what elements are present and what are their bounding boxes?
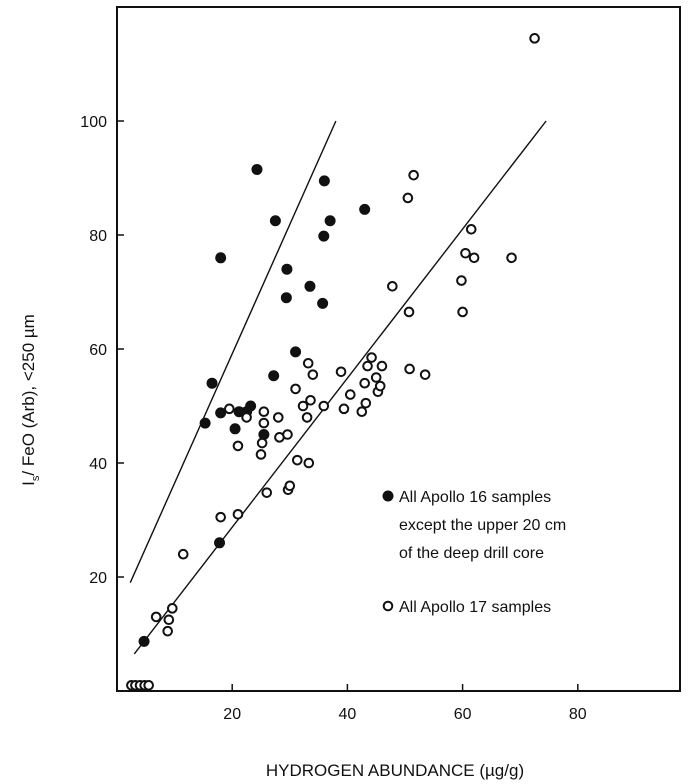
data-point-open: [374, 380, 386, 392]
plot-frame: [116, 6, 681, 692]
data-point-open: [366, 352, 377, 363]
x-tick-label: 40: [339, 706, 357, 723]
data-point-filled: [251, 163, 263, 175]
y-tick-label: 80: [89, 228, 107, 245]
y-tick-label: 40: [89, 456, 107, 473]
data-point-open: [282, 429, 293, 440]
data-point-open: [258, 417, 270, 429]
y-tick-label: 20: [89, 570, 107, 587]
data-point-open: [404, 363, 415, 375]
data-point-filled: [214, 537, 226, 549]
data-point-open: [344, 389, 356, 400]
data-point-open: [215, 511, 226, 523]
legend-marker-open: [382, 600, 394, 612]
trend-line: [133, 120, 547, 655]
data-point-filled: [258, 429, 270, 440]
data-point-open: [232, 440, 244, 452]
data-point-open: [261, 487, 273, 498]
data-point-filled: [359, 203, 371, 215]
data-point-open: [224, 403, 235, 415]
y-tick-label: 100: [80, 114, 107, 131]
data-point-filled: [317, 297, 329, 309]
legend-text-line: except the upper 20 cm: [399, 517, 566, 534]
legend-text-line: All Apollo 16 samples: [399, 489, 551, 506]
data-point-open: [256, 437, 268, 449]
legend-marker-filled: [382, 490, 394, 502]
trend-line: [129, 120, 337, 583]
y-axis-label-rest: / FeO (Arb), <250 µm: [19, 314, 38, 475]
x-axis-label: HYDROGEN ABUNDANCE (µg/g): [266, 761, 524, 780]
data-point-open: [297, 400, 309, 412]
data-point-open: [408, 169, 419, 181]
y-axis-label: Is/ FeO (Arb), <250 µm: [19, 314, 42, 486]
data-point-open: [529, 33, 540, 44]
data-point-open: [272, 412, 284, 423]
legend-text-line: of the deep drill core: [399, 545, 544, 562]
data-point-filled: [199, 417, 211, 429]
data-point-open: [468, 252, 480, 264]
data-point-open: [303, 457, 315, 469]
y-axis-label-main: I: [19, 481, 38, 486]
data-point-open: [402, 192, 414, 204]
data-point-open: [338, 403, 350, 415]
data-point-open: [150, 611, 162, 623]
x-tick-label: 20: [223, 706, 241, 723]
data-point-open: [177, 548, 189, 560]
data-point-open: [457, 306, 468, 318]
data-point-open: [506, 252, 517, 264]
data-point-filled: [245, 400, 257, 412]
data-point-filled: [215, 252, 227, 264]
x-tick-label: 80: [569, 706, 587, 723]
data-point-open: [370, 372, 382, 383]
data-point-open: [290, 383, 301, 395]
data-point-open: [356, 406, 368, 418]
data-point-filled: [269, 215, 281, 227]
data-point-open: [166, 603, 178, 614]
data-point-filled: [138, 635, 150, 647]
x-tick-label: 60: [454, 706, 472, 723]
data-point-open: [143, 680, 154, 691]
data-point-open: [162, 625, 173, 637]
data-point-open: [307, 369, 319, 380]
data-point-open: [318, 400, 330, 412]
data-point-open: [419, 369, 431, 380]
data-point-open: [460, 247, 471, 259]
data-point-open: [258, 406, 270, 418]
data-point-open: [403, 306, 415, 318]
data-point-filled: [215, 407, 227, 419]
data-point-filled: [318, 175, 330, 187]
data-point-filled: [268, 370, 280, 382]
data-point-open: [387, 281, 398, 292]
data-point-open: [284, 480, 296, 492]
data-point-open: [291, 454, 303, 466]
data-point-open: [359, 377, 370, 389]
data-point-open: [232, 509, 244, 520]
data-point-filled: [280, 292, 292, 304]
data-point-filled: [281, 263, 293, 275]
data-point-open: [301, 412, 313, 423]
data-point-open: [305, 395, 316, 406]
svg-text:Is/ FeO (Arb), <250 µm: Is/ FeO (Arb), <250 µm: [19, 314, 42, 486]
data-point-open: [456, 275, 467, 286]
data-point-open: [302, 357, 314, 369]
data-point-open: [376, 360, 388, 372]
data-point-open: [362, 360, 373, 372]
y-axis-label-subscript: s: [30, 475, 42, 481]
data-point-filled: [324, 215, 336, 227]
data-point-filled: [304, 280, 316, 292]
data-point-open: [163, 614, 175, 626]
data-point-filled: [290, 346, 302, 358]
data-point-open: [255, 449, 267, 460]
data-point-filled: [318, 230, 330, 242]
y-tick-label: 60: [89, 342, 107, 359]
data-point-filled: [229, 423, 241, 435]
data-point-open: [465, 224, 477, 235]
data-point-open: [241, 412, 252, 423]
legend: All Apollo 16 samples except the upper 20…: [382, 489, 566, 616]
legend-text-line: All Apollo 17 samples: [399, 599, 551, 616]
data-point-open: [360, 397, 372, 409]
data-point-open: [335, 366, 347, 378]
data-point-filled: [206, 377, 218, 389]
